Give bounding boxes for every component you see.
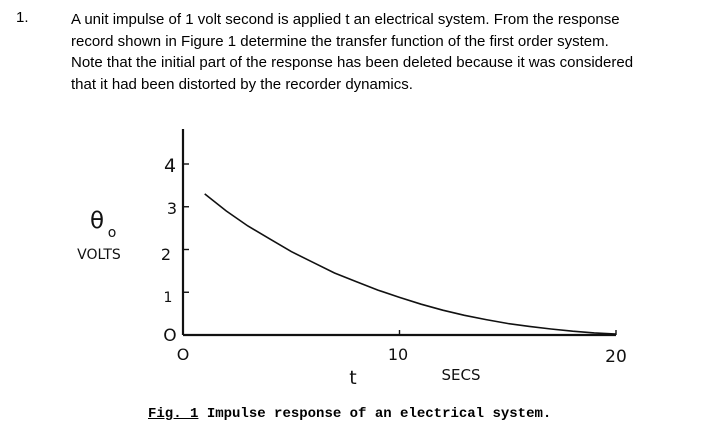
x-axis-units: SECS bbox=[442, 366, 481, 384]
y-axis-symbol: θ bbox=[90, 208, 104, 234]
y-tick-label-3: 3 bbox=[167, 199, 177, 218]
response-curve bbox=[204, 193, 617, 335]
question-line: that it had been distorted by the record… bbox=[71, 75, 413, 93]
question-line: record shown in Figure 1 determine the t… bbox=[71, 32, 609, 50]
question-number: 1. bbox=[16, 9, 29, 26]
y-axis-subscript: o bbox=[108, 225, 117, 241]
y-axis-units: VOLTS bbox=[77, 247, 121, 263]
x-tick-label-2: 20 bbox=[605, 347, 627, 367]
figure-caption-ref: Fig. 1 bbox=[148, 406, 199, 422]
y-tick-marks bbox=[183, 163, 189, 293]
x-tick-label-0: O bbox=[177, 345, 190, 364]
figure-caption: Fig. 1 Impulse response of an electrical… bbox=[148, 406, 551, 422]
x-tick-marks bbox=[398, 330, 617, 335]
question-line: A unit impulse of 1 volt second is appli… bbox=[71, 11, 620, 28]
x-axis-label: t bbox=[349, 367, 356, 389]
y-tick-label-4: 4 bbox=[164, 155, 176, 177]
y-tick-label-0: O bbox=[163, 326, 176, 346]
y-tick-label-2: 2 bbox=[161, 245, 171, 264]
figure-caption-text: Impulse response of an electrical system… bbox=[206, 406, 552, 422]
question-line: Note that the initial part of the respon… bbox=[71, 54, 634, 71]
y-tick-label-1: 1 bbox=[164, 290, 173, 306]
x-tick-label-1: 10 bbox=[388, 345, 408, 364]
question-text: A unit impulse of 1 volt second is appli… bbox=[71, 9, 711, 95]
